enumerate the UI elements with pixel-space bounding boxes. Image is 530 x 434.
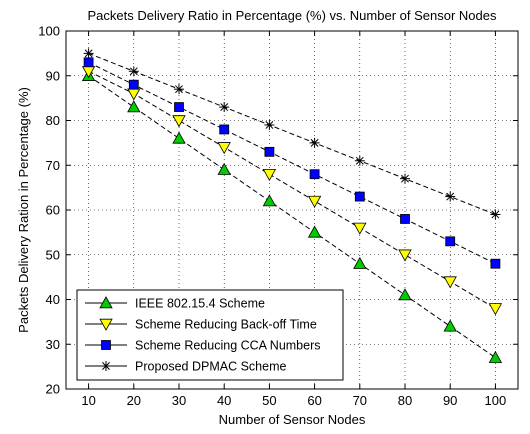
legend-box (76, 289, 344, 381)
y-tick-label: 90 (46, 68, 60, 83)
series-1-point (262, 194, 277, 207)
series-3-point (445, 236, 456, 247)
x-tick-label: 30 (172, 393, 186, 408)
legend-entry: Scheme Reducing CCA Numbers (135, 339, 321, 353)
x-tick-label: 60 (307, 393, 321, 408)
x-tick-label: 80 (398, 393, 412, 408)
star-stroke (310, 138, 319, 147)
series-4-point (400, 173, 410, 184)
series-3-point (264, 146, 275, 157)
series-4-point (174, 84, 184, 95)
series-3-point (219, 124, 230, 135)
x-axis-label: Number of Sensor Nodes (219, 412, 366, 427)
series-line-1 (88, 75, 496, 359)
series-markers (81, 48, 503, 363)
star-stroke (129, 67, 138, 76)
series-4-point (264, 119, 275, 130)
series-1-point (172, 131, 186, 144)
series-line-4 (88, 52, 496, 215)
series-2-point (488, 303, 503, 316)
star-stroke (446, 192, 455, 201)
star-stroke (175, 85, 183, 94)
x-tick-label: 100 (485, 393, 507, 408)
grid (66, 31, 518, 389)
y-tick-label: 80 (46, 113, 60, 128)
series-1-point (217, 162, 231, 175)
y-tick-label: 60 (46, 203, 60, 218)
series-3-point (490, 258, 501, 269)
star-stroke (265, 121, 274, 129)
series-2-point (172, 115, 186, 128)
legend-marker (99, 318, 113, 331)
star-stroke (401, 174, 409, 183)
series-2-point (353, 222, 367, 235)
y-tick-label: 20 (46, 382, 60, 397)
x-tick-label: 70 (353, 393, 367, 408)
series-lines (88, 52, 496, 359)
series-4-point (445, 191, 456, 202)
series-2-point (262, 168, 277, 182)
series-4-point (354, 155, 365, 166)
series-2-point (398, 249, 412, 262)
legend: IEEE 802.15.4 Scheme Scheme Reducing Back… (76, 289, 344, 381)
series-3-point (309, 169, 320, 180)
legend-marker (101, 361, 111, 371)
series-1-point (353, 256, 367, 269)
series-2-point (443, 276, 457, 289)
series-4-point (309, 137, 320, 148)
y-tick-label: 30 (46, 337, 60, 352)
legend-entry: IEEE 802.15.4 Scheme (135, 297, 265, 311)
x-tick-label: 10 (81, 393, 95, 408)
star-stroke (491, 210, 500, 219)
x-tick-label: 90 (443, 393, 457, 408)
series-1-point (307, 225, 322, 238)
series-2-point (217, 142, 231, 155)
y-tick-label: 100 (38, 24, 60, 39)
chart-title: Packets Delivery Ratio in Percentage (%)… (88, 8, 497, 23)
x-tick-label: 40 (217, 393, 231, 408)
series-4-point (83, 48, 94, 59)
series-line-3 (88, 61, 496, 265)
x-tick-label: 20 (127, 393, 141, 408)
y-tick-label: 40 (46, 292, 60, 307)
series-3-point (128, 79, 139, 90)
series-line-2 (88, 70, 496, 309)
star-stroke (355, 156, 364, 165)
axis-ticks: 10 20 30 40 50 60 70 80 90 100 20 30 40 50 60 70 80 90 100 (38, 24, 518, 408)
y-tick-label: 70 (46, 158, 60, 173)
series-3-point (83, 57, 94, 68)
y-tick-label: 50 (46, 247, 60, 262)
series-4-point (490, 209, 501, 220)
star-stroke (220, 103, 229, 112)
series-3-point (174, 102, 184, 112)
series-4-point (219, 102, 230, 113)
legend-marker (99, 296, 113, 309)
series-1-point (488, 350, 503, 363)
series-3-point (354, 191, 365, 202)
legend-entry: Scheme Reducing Back-off Time (135, 318, 317, 332)
series-4-point (128, 66, 139, 77)
series-1-point (127, 100, 141, 113)
series-3-point (400, 214, 410, 224)
series-2-point (307, 195, 322, 208)
series-1-point (443, 319, 457, 332)
legend-marker (101, 340, 111, 350)
x-tick-label: 50 (262, 393, 276, 408)
y-axis-label: Packets Delivery Ration in Percentage (%… (16, 87, 31, 333)
star-stroke (102, 362, 110, 370)
legend-entry: Proposed DPMAC Scheme (135, 360, 287, 374)
series-1-point (398, 288, 412, 301)
star-stroke (84, 49, 93, 58)
